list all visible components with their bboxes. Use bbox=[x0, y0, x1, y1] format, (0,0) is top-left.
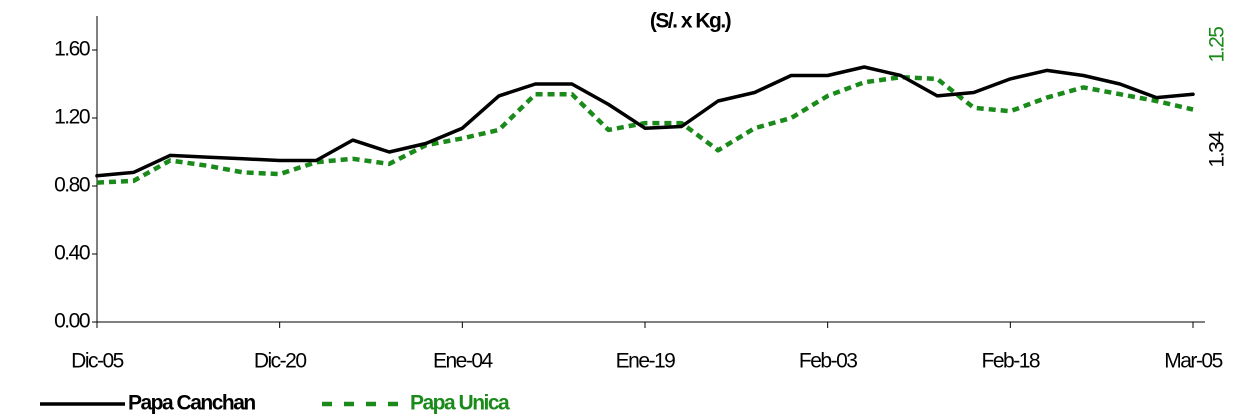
x-tick-label: Ene-19 bbox=[616, 350, 676, 373]
annotation: 1.25 bbox=[1206, 27, 1229, 63]
annotation: 1.34 bbox=[1206, 131, 1229, 168]
y-tick-label: 1.60 bbox=[54, 38, 90, 61]
x-tick-label: Dic-05 bbox=[71, 350, 124, 373]
x-tick-label: Mar-05 bbox=[1164, 350, 1222, 373]
series-line bbox=[96, 74, 1194, 185]
legend-label: Papa Unica bbox=[410, 392, 510, 415]
series-line bbox=[95, 65, 1195, 178]
legend-label: Papa Canchan bbox=[128, 392, 255, 415]
y-tick-label: 0.00 bbox=[54, 310, 90, 333]
y-tick-label: 0.40 bbox=[54, 242, 90, 265]
y-tick-label: 0.80 bbox=[54, 174, 90, 197]
x-tick-label: Feb-18 bbox=[982, 350, 1040, 373]
chart-title: (S/. x Kg.) bbox=[650, 10, 731, 33]
x-tick-label: Ene-04 bbox=[433, 350, 494, 373]
y-tick-label: 1.20 bbox=[54, 106, 90, 129]
x-tick-label: Feb-03 bbox=[799, 350, 857, 373]
x-tick-label: Dic-20 bbox=[254, 350, 307, 373]
